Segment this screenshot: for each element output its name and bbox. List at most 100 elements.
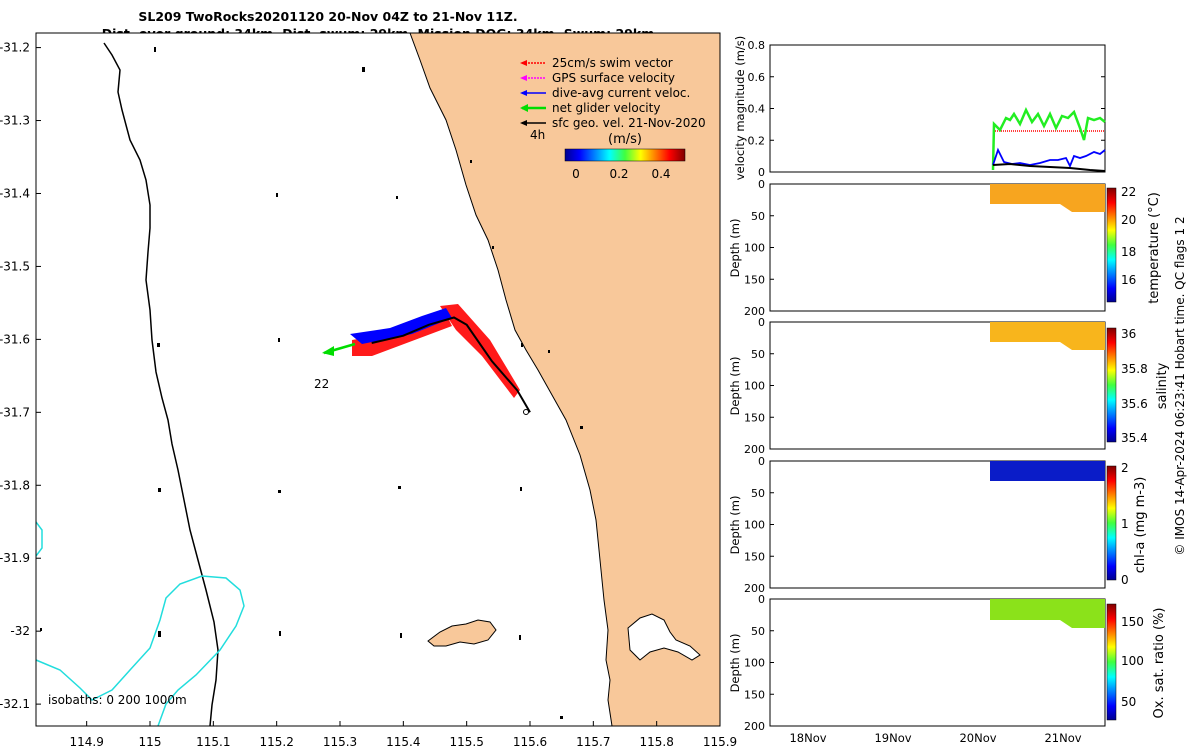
chla-label: chl-a (mg m-3) bbox=[1133, 477, 1148, 574]
time-tick: 18Nov bbox=[789, 731, 826, 745]
coastal-markers bbox=[40, 47, 583, 719]
series-net bbox=[991, 107, 1106, 171]
legend-item-geo: sfc geo. vel. 21-Nov-2020 bbox=[520, 116, 706, 130]
map-y-tick-label: -31.7 bbox=[0, 405, 30, 419]
temperature-data bbox=[990, 184, 1105, 212]
map-x-tick-label: 115.7 bbox=[576, 735, 610, 749]
depth-tick-label: 50 bbox=[751, 625, 765, 638]
depth-tick-label: 150 bbox=[744, 273, 765, 286]
map-x-axis: 114.9 115 115.1 115.2 115.3 115.4 115.5 115.6 11… bbox=[69, 721, 737, 749]
series-geo bbox=[992, 162, 1106, 172]
velocity-ylabel: velocity magnitude (m/s) bbox=[733, 36, 747, 181]
temperature-colorbar bbox=[1106, 187, 1117, 303]
depth-tick-label: 100 bbox=[744, 380, 765, 393]
map-y-tick-label: -31.8 bbox=[0, 478, 30, 492]
oxygen-y-axis: 0 50 100 150 200 bbox=[744, 593, 774, 733]
salinity-tick: 35.4 bbox=[1121, 431, 1148, 445]
map-legend: 25cm/s swim vector GPS surface velocity … bbox=[520, 56, 706, 130]
salinity-tick: 36 bbox=[1121, 327, 1136, 341]
legend-label-net: net glider velocity bbox=[552, 101, 660, 115]
salinity-y-axis: 0 50 100 150 200 bbox=[744, 316, 774, 456]
map-y-tick-label: -31.2 bbox=[0, 41, 30, 55]
colorbar-tick: 0.4 bbox=[651, 167, 670, 181]
velocity-y-axis: 0 0.2 0.4 0.6 0.8 bbox=[748, 39, 1105, 179]
map-x-tick-label: 115 bbox=[139, 735, 162, 749]
current-vectors bbox=[350, 308, 452, 344]
isobath-legend: isobaths: 0 200 1000m bbox=[48, 693, 187, 707]
oxygen-panel: 0 50 100 150 200 Depth (m) 50 100 150 Ox. sa… bbox=[728, 593, 1167, 733]
map-y-tick-label: -31.4 bbox=[0, 186, 30, 200]
map-x-tick-label: 115.8 bbox=[639, 735, 673, 749]
salinity-tick: 35.6 bbox=[1121, 397, 1148, 411]
map-x-tick-label: 115.2 bbox=[259, 735, 293, 749]
salinity-ylabel: Depth (m) bbox=[728, 357, 742, 416]
legend-item-net: net glider velocity bbox=[520, 101, 660, 115]
temperature-label: temperature (°C) bbox=[1147, 192, 1162, 304]
velocity-tick-label: 0.4 bbox=[748, 103, 766, 116]
legend-label-swim: 25cm/s swim vector bbox=[552, 56, 673, 70]
map-y-tick-label: -32.1 bbox=[0, 697, 30, 711]
temperature-tick: 16 bbox=[1121, 273, 1136, 287]
legend-item-gps: GPS surface velocity bbox=[520, 71, 675, 85]
isobath-1000m bbox=[36, 521, 245, 726]
map-y-tick-label: -31.9 bbox=[0, 551, 30, 565]
map-y-tick-label: -31.5 bbox=[0, 259, 30, 273]
salinity-frame bbox=[769, 321, 1106, 450]
chla-ylabel: Depth (m) bbox=[728, 496, 742, 555]
chla-data bbox=[990, 461, 1105, 481]
map-x-tick-label: 115.1 bbox=[196, 735, 230, 749]
depth-tick-label: 0 bbox=[758, 316, 765, 329]
oxygen-label: Ox. sat. ratio (%) bbox=[1152, 608, 1167, 719]
velocity-tick-label: 0 bbox=[758, 166, 765, 179]
salinity-colorbar bbox=[1106, 327, 1117, 443]
map-y-tick-label: -32 bbox=[10, 624, 30, 638]
depth-tick-label: 150 bbox=[744, 411, 765, 424]
map-frame bbox=[35, 32, 721, 727]
deployment-point bbox=[523, 409, 529, 415]
depth-tick-label: 200 bbox=[744, 443, 765, 456]
salinity-label: salinity bbox=[1155, 362, 1170, 409]
credit-text: © IMOS 14-Apr-2024 06:23:41 Hobart time.… bbox=[1173, 216, 1187, 555]
temperature-y-axis: 0 50 100 150 200 bbox=[744, 178, 774, 318]
chla-y-axis: 0 50 100 150 200 bbox=[744, 455, 774, 595]
oxygen-tick: 100 bbox=[1121, 654, 1144, 668]
map-colorbar: (m/s) 0 0.2 0.4 bbox=[564, 132, 686, 181]
depth-tick-label: 150 bbox=[744, 688, 765, 701]
chla-colorbar bbox=[1106, 465, 1117, 581]
map-y-tick-label: -31.6 bbox=[0, 332, 30, 346]
depth-tick-label: 100 bbox=[744, 242, 765, 255]
glider-track bbox=[371, 316, 531, 413]
colorbar-tick: 0.2 bbox=[609, 167, 628, 181]
depth-tick-label: 200 bbox=[744, 582, 765, 595]
velocity-tick-label: 0.6 bbox=[748, 71, 766, 84]
depth-tick-label: 200 bbox=[744, 305, 765, 318]
temperature-frame bbox=[769, 183, 1106, 312]
velocity-tick-label: 0.2 bbox=[748, 134, 766, 147]
temperature-ylabel: Depth (m) bbox=[728, 219, 742, 278]
time-tick: 21Nov bbox=[1044, 731, 1081, 745]
time-tick: 19Nov bbox=[874, 731, 911, 745]
label-22: 22 bbox=[314, 377, 329, 391]
depth-tick-label: 50 bbox=[751, 487, 765, 500]
velocity-frame bbox=[769, 44, 1106, 173]
temperature-tick: 22 bbox=[1121, 185, 1136, 199]
isobath-200m bbox=[103, 42, 219, 726]
legend-label-gps: GPS surface velocity bbox=[552, 71, 675, 85]
oxygen-tick: 150 bbox=[1121, 615, 1144, 629]
colorbar-tick: 0 bbox=[572, 167, 580, 181]
depth-tick-label: 200 bbox=[744, 720, 765, 733]
legend-label-geo: sfc geo. vel. 21-Nov-2020 bbox=[552, 116, 706, 130]
time-axis: 18Nov 19Nov 20Nov 21Nov bbox=[789, 731, 1081, 745]
chla-panel: 0 50 100 150 200 Depth (m) 0 1 2 chl-a (mg m… bbox=[728, 455, 1148, 595]
velocity-tick-label: 0.8 bbox=[748, 39, 766, 52]
net-velocity-arrowhead bbox=[322, 346, 334, 356]
salinity-data bbox=[990, 322, 1105, 350]
depth-tick-label: 100 bbox=[744, 519, 765, 532]
land-mass bbox=[409, 33, 720, 726]
salinity-tick: 35.8 bbox=[1121, 362, 1148, 376]
depth-tick-label: 50 bbox=[751, 348, 765, 361]
oxygen-frame bbox=[769, 598, 1106, 727]
island bbox=[427, 619, 497, 647]
legend-item-swim: 25cm/s swim vector bbox=[520, 56, 673, 70]
temperature-panel: 0 50 100 150 200 Depth (m) 16 18 20 22 tempe… bbox=[728, 178, 1162, 318]
